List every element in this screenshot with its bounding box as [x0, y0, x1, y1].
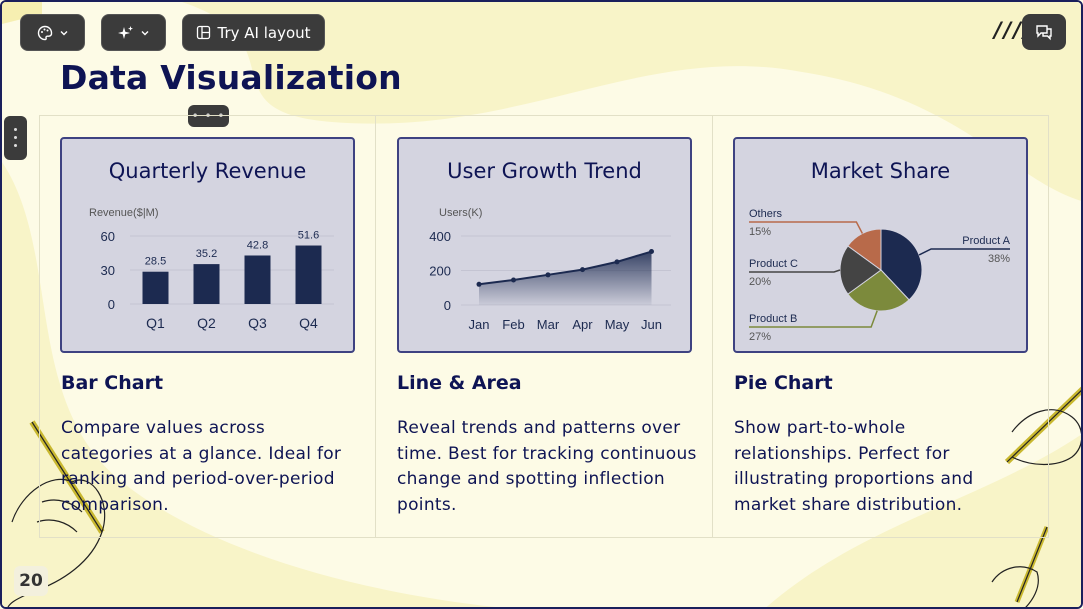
data-label: 51.6 [298, 230, 319, 242]
bar [295, 245, 322, 304]
more-options-button[interactable]: • • • [188, 105, 229, 127]
chart-title: Market Share [810, 159, 951, 183]
data-point [614, 259, 620, 265]
leader-line [749, 310, 878, 328]
comment-icon [1036, 25, 1052, 41]
data-point [580, 267, 585, 273]
pie-chart: Product A 38% Product B 27% Product C 20% Othe… [749, 208, 1011, 343]
section-text-bar[interactable]: Compare values across categories at a gl… [61, 418, 342, 515]
try-ai-layout-button[interactable]: Try AI layout [182, 14, 325, 51]
y-axis-label: Users(K) [439, 207, 482, 219]
area-chart: Users(K) 0 200 400 Jan Feb Mar Apr May Jun [429, 207, 671, 332]
chart-title: Quarterly Revenue [108, 159, 307, 183]
y-tick-label: 60 [101, 229, 115, 244]
drag-handle[interactable] [4, 116, 27, 160]
chevron-down-icon [141, 30, 148, 35]
chevron-down-icon [60, 30, 67, 35]
y-tick-label: 30 [101, 263, 115, 278]
bar-chart-card[interactable]: Quarterly Revenue Revenue($|M) 0 30 60 28.5… [60, 137, 355, 353]
section-heading-pie[interactable]: Pie Chart [734, 372, 833, 394]
x-tick-label: Q3 [248, 315, 267, 331]
comment-button[interactable] [1022, 14, 1066, 50]
column-divider [712, 115, 713, 538]
layout-icon [197, 25, 211, 40]
chart-title: User Growth Trend [447, 159, 642, 183]
y-axis-label: Revenue($|M) [89, 207, 159, 219]
x-tick-label: Jun [641, 317, 662, 332]
theme-button[interactable] [20, 14, 85, 51]
data-label: 35.2 [196, 248, 217, 260]
x-tick-label: Feb [502, 317, 524, 332]
column-divider [375, 115, 376, 538]
slice-value-label: 15% [749, 226, 771, 238]
data-label: 28.5 [145, 256, 166, 268]
y-tick-label: 0 [444, 298, 451, 313]
section-text-pie[interactable]: Show part-to-whole relationships. Perfec… [734, 418, 974, 515]
pie-chart-card[interactable]: Market Share Product A 38% Product B 27% Pro… [733, 137, 1028, 353]
bar [244, 255, 271, 304]
area-fill [479, 251, 652, 305]
slice-name-label: Others [749, 208, 783, 220]
y-tick-label: 0 [108, 297, 115, 312]
ai-tools-button[interactable] [101, 14, 166, 51]
content-grid [39, 115, 1049, 538]
sparkle-icon [117, 25, 133, 39]
hand-pencil-right-icon [991, 386, 1081, 607]
slice-value-label: 20% [749, 276, 771, 288]
page-number: 20 [14, 566, 48, 596]
series-line [478, 250, 652, 286]
x-tick-label: Mar [537, 317, 560, 332]
bar-chart: Revenue($|M) 0 30 60 28.5 Q1 35.2 Q2 42.8 Q3 51.6… [89, 207, 334, 331]
y-tick-label: 400 [429, 229, 451, 244]
section-heading-bar[interactable]: Bar Chart [61, 372, 164, 394]
bar [193, 264, 220, 304]
leader-line [918, 248, 1010, 256]
leader-line [749, 269, 841, 273]
bar [142, 271, 169, 304]
data-point [511, 277, 516, 283]
y-tick-label: 200 [429, 264, 451, 279]
page-title[interactable]: Data Visualization [60, 58, 402, 97]
x-tick-label: Jan [469, 317, 490, 332]
leader-line [749, 221, 864, 234]
slice-value-label: 38% [988, 253, 1010, 265]
data-label: 42.8 [247, 239, 268, 251]
slice-name-label: Product C [749, 258, 798, 270]
x-tick-label: Q2 [197, 315, 216, 331]
slice-name-label: Product B [749, 313, 797, 325]
x-tick-label: Q4 [299, 315, 318, 331]
x-tick-label: Q1 [146, 315, 165, 331]
data-point [545, 272, 551, 278]
try-ai-layout-label: Try AI layout [217, 23, 311, 42]
data-point [649, 249, 654, 255]
data-point [476, 281, 482, 287]
palette-icon [37, 25, 52, 40]
section-heading-line[interactable]: Line & Area [397, 372, 522, 394]
x-tick-label: May [605, 317, 630, 332]
slice-name-label: Product A [962, 235, 1010, 247]
pie-slice [880, 228, 923, 301]
area-chart-card[interactable]: User Growth Trend Users(K) 0 200 400 Jan Feb… [397, 137, 692, 353]
section-text-line[interactable]: Reveal trends and patterns over time. Be… [397, 418, 697, 515]
x-tick-label: Apr [572, 317, 593, 332]
slice-value-label: 27% [749, 331, 771, 343]
